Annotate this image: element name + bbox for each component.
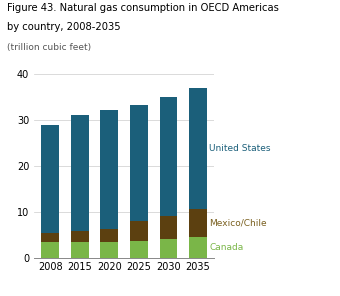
Bar <box>100 110 118 229</box>
Text: by country, 2008-2035: by country, 2008-2035 <box>7 22 120 32</box>
Text: Mexico/Chile: Mexico/Chile <box>209 219 267 228</box>
Text: Canada: Canada <box>209 243 243 252</box>
Bar <box>41 233 59 242</box>
Bar <box>41 242 59 258</box>
Bar <box>189 237 207 258</box>
Text: United States: United States <box>209 144 271 153</box>
Bar <box>159 216 177 239</box>
Bar <box>130 221 148 242</box>
Text: Figure 43. Natural gas consumption in OECD Americas: Figure 43. Natural gas consumption in OE… <box>7 3 279 13</box>
Bar <box>189 210 207 237</box>
Bar <box>189 88 207 210</box>
Bar <box>100 229 118 242</box>
Bar <box>71 115 89 231</box>
Bar <box>159 239 177 258</box>
Bar <box>130 105 148 221</box>
Bar <box>100 242 118 258</box>
Bar <box>71 231 89 242</box>
Bar <box>71 242 89 258</box>
Bar <box>130 242 148 258</box>
Bar <box>159 97 177 216</box>
Bar <box>41 125 59 233</box>
Text: (trillion cubic feet): (trillion cubic feet) <box>7 43 91 52</box>
